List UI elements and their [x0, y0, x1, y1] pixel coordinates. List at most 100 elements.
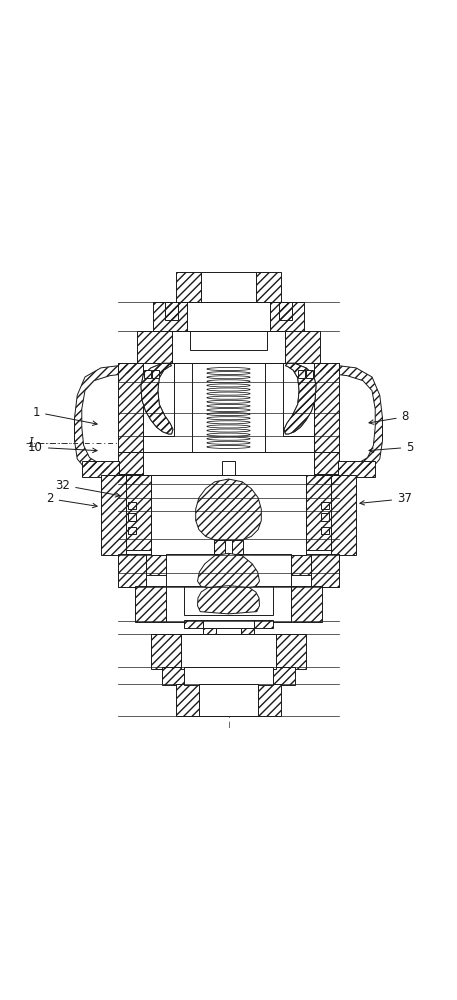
Bar — [166, 586, 184, 615]
Bar — [314, 363, 339, 452]
Bar — [174, 363, 192, 452]
Polygon shape — [141, 363, 173, 434]
Bar — [276, 634, 306, 669]
Bar — [154, 302, 187, 331]
Bar — [265, 363, 283, 452]
Text: 5: 5 — [369, 441, 414, 454]
Bar — [184, 586, 273, 615]
Bar — [291, 586, 322, 622]
Bar — [176, 272, 201, 302]
Bar — [279, 302, 292, 320]
Bar — [143, 452, 314, 475]
Bar — [321, 527, 329, 534]
Bar — [146, 554, 166, 575]
Bar — [202, 620, 255, 628]
Bar — [190, 331, 267, 350]
Bar — [267, 331, 286, 350]
Bar — [128, 502, 136, 509]
Polygon shape — [196, 479, 261, 542]
Bar — [184, 620, 202, 628]
Bar — [118, 554, 146, 587]
Bar — [273, 586, 291, 615]
Bar — [144, 370, 151, 378]
Bar — [192, 461, 222, 475]
Bar — [118, 363, 143, 452]
Bar — [101, 475, 126, 555]
Bar — [176, 684, 199, 716]
Bar — [241, 628, 255, 634]
Bar — [321, 513, 329, 521]
Bar — [101, 475, 126, 555]
Ellipse shape — [207, 388, 250, 391]
Bar — [166, 586, 291, 622]
Ellipse shape — [207, 372, 250, 375]
Bar — [187, 302, 270, 331]
Bar — [118, 554, 146, 587]
Bar — [314, 363, 339, 452]
Bar — [255, 620, 273, 628]
Bar — [338, 461, 375, 477]
Bar — [202, 628, 216, 634]
Bar — [165, 302, 178, 320]
Text: L: L — [28, 437, 36, 450]
Polygon shape — [197, 553, 260, 589]
Bar — [138, 331, 171, 363]
Bar — [286, 331, 319, 363]
Ellipse shape — [207, 396, 250, 399]
Bar — [298, 370, 305, 378]
Bar — [291, 554, 311, 575]
Polygon shape — [197, 586, 260, 614]
Bar — [128, 527, 136, 534]
Ellipse shape — [207, 367, 250, 371]
Bar — [171, 331, 190, 350]
Bar — [135, 586, 166, 622]
Bar — [321, 513, 329, 521]
Bar — [143, 363, 314, 452]
Bar — [306, 370, 313, 378]
Bar — [162, 667, 184, 685]
Text: 10: 10 — [28, 441, 97, 454]
Bar — [331, 475, 356, 555]
Bar — [314, 474, 339, 484]
Ellipse shape — [207, 441, 250, 444]
Bar — [256, 272, 281, 302]
Ellipse shape — [207, 445, 250, 448]
Bar — [298, 370, 305, 378]
Bar — [118, 363, 143, 452]
Bar — [286, 331, 319, 363]
Bar — [82, 461, 119, 477]
Bar — [192, 363, 265, 452]
Polygon shape — [284, 363, 316, 434]
Bar — [279, 302, 292, 320]
Bar — [166, 554, 291, 587]
Ellipse shape — [207, 413, 250, 416]
Bar — [202, 628, 216, 634]
Ellipse shape — [207, 437, 250, 440]
Bar — [311, 554, 339, 587]
Bar — [128, 513, 136, 521]
Ellipse shape — [207, 404, 250, 407]
Ellipse shape — [207, 421, 250, 424]
Bar — [306, 475, 331, 550]
Bar — [176, 272, 201, 302]
Bar — [331, 475, 356, 555]
Bar — [128, 513, 136, 521]
Bar — [214, 540, 225, 554]
Bar — [306, 370, 313, 378]
Bar — [151, 634, 181, 669]
Bar — [270, 302, 303, 331]
Text: 32: 32 — [55, 479, 120, 497]
Bar — [256, 272, 281, 302]
Bar — [152, 370, 159, 378]
Bar — [235, 461, 265, 475]
Ellipse shape — [207, 392, 250, 395]
Bar — [232, 540, 243, 554]
Polygon shape — [141, 363, 173, 434]
Bar — [151, 634, 181, 669]
Ellipse shape — [207, 433, 250, 436]
Bar — [216, 628, 241, 634]
Bar — [291, 554, 311, 575]
Bar — [199, 684, 258, 716]
Polygon shape — [143, 363, 174, 436]
Bar — [118, 474, 143, 484]
